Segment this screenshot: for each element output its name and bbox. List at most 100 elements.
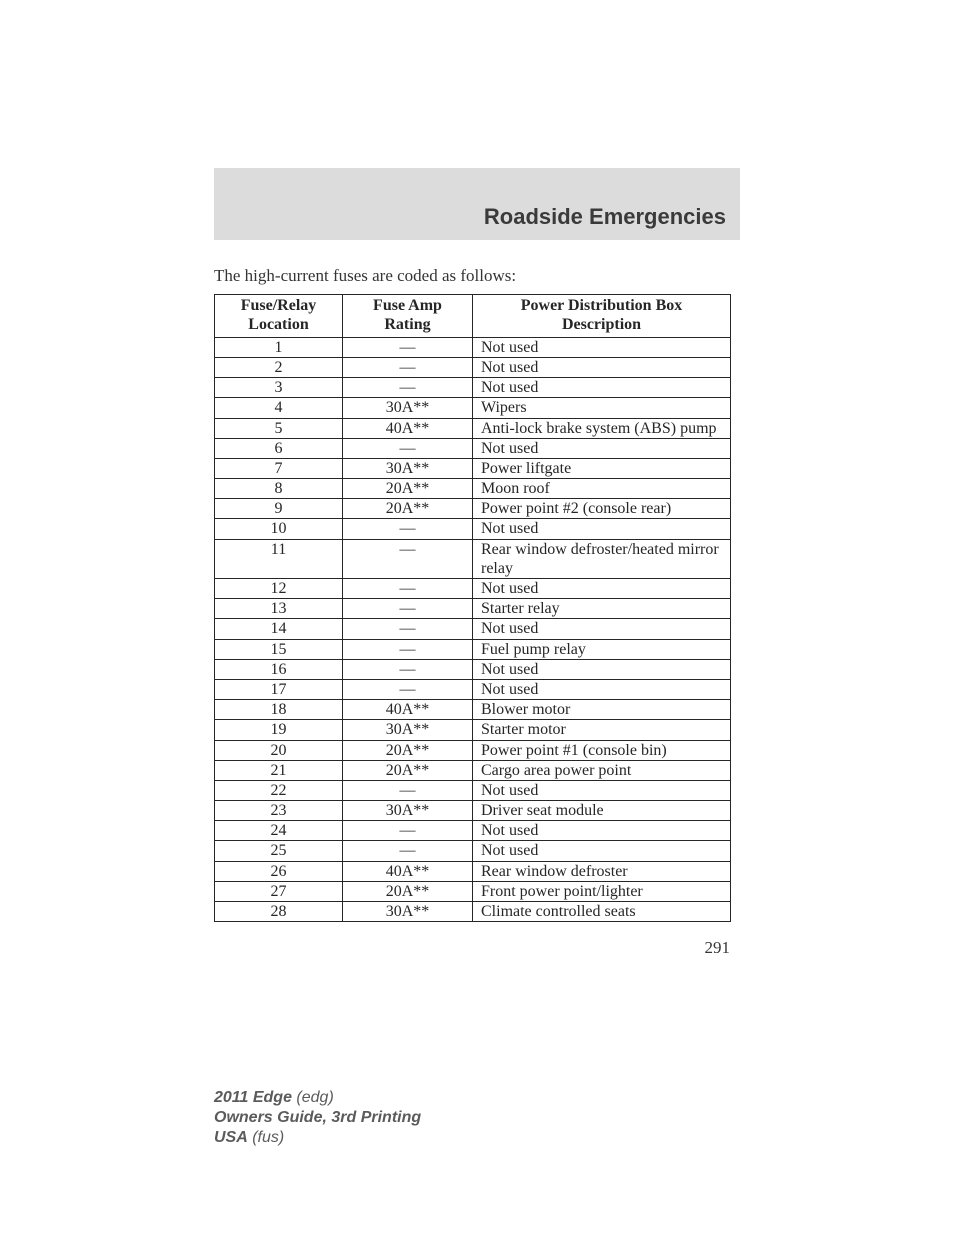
cell-amp-rating: —	[343, 599, 473, 619]
footer-block: 2011 Edge (edg) Owners Guide, 3rd Printi…	[214, 1088, 954, 1148]
cell-amp-rating: —	[343, 639, 473, 659]
col-header-amp-l2: Rating	[384, 316, 430, 333]
cell-description: Not used	[473, 337, 731, 357]
table-row: 1930A**Starter motor	[215, 720, 731, 740]
col-header-location-l1: Fuse/Relay	[241, 297, 317, 314]
footer-market-code: (fus)	[248, 1129, 284, 1146]
col-header-desc-l1: Power Distribution Box	[521, 297, 682, 314]
cell-location: 22	[215, 780, 343, 800]
cell-amp-rating: 30A**	[343, 801, 473, 821]
table-row: 2830A**Climate controlled seats	[215, 902, 731, 922]
section-header-band: Roadside Emergencies	[214, 168, 740, 240]
table-row: 2330A**Driver seat module	[215, 801, 731, 821]
cell-amp-rating: —	[343, 357, 473, 377]
cell-amp-rating: 20A**	[343, 760, 473, 780]
cell-location: 13	[215, 599, 343, 619]
table-row: 540A**Anti-lock brake system (ABS) pump	[215, 418, 731, 438]
footer-line-2: Owners Guide, 3rd Printing	[214, 1108, 954, 1128]
cell-description: Not used	[473, 679, 731, 699]
cell-description: Not used	[473, 659, 731, 679]
col-header-amp-l1: Fuse Amp	[373, 297, 442, 314]
cell-description: Starter relay	[473, 599, 731, 619]
table-row: 1840A**Blower motor	[215, 700, 731, 720]
table-row: 11—Rear window defroster/heated mirror r…	[215, 539, 731, 578]
cell-amp-rating: 20A**	[343, 881, 473, 901]
cell-description: Wipers	[473, 398, 731, 418]
cell-description: Power point #1 (console bin)	[473, 740, 731, 760]
footer-model-year: 2011 Edge	[214, 1089, 292, 1106]
cell-description: Not used	[473, 821, 731, 841]
cell-description: Front power point/lighter	[473, 881, 731, 901]
footer-guide-title: Owners Guide, 3rd Printing	[214, 1109, 421, 1126]
cell-location: 4	[215, 398, 343, 418]
cell-amp-rating: 40A**	[343, 861, 473, 881]
cell-amp-rating: —	[343, 519, 473, 539]
cell-location: 14	[215, 619, 343, 639]
cell-amp-rating: 20A**	[343, 479, 473, 499]
cell-location: 23	[215, 801, 343, 821]
table-row: 2640A**Rear window defroster	[215, 861, 731, 881]
cell-location: 1	[215, 337, 343, 357]
table-row: 10—Not used	[215, 519, 731, 539]
cell-location: 2	[215, 357, 343, 377]
table-row: 1—Not used	[215, 337, 731, 357]
cell-location: 26	[215, 861, 343, 881]
cell-location: 21	[215, 760, 343, 780]
cell-amp-rating: —	[343, 780, 473, 800]
cell-amp-rating: —	[343, 337, 473, 357]
table-row: 730A**Power liftgate	[215, 458, 731, 478]
cell-description: Not used	[473, 378, 731, 398]
cell-location: 18	[215, 700, 343, 720]
footer-model-code: (edg)	[292, 1089, 334, 1106]
cell-location: 16	[215, 659, 343, 679]
cell-location: 11	[215, 539, 343, 578]
cell-location: 7	[215, 458, 343, 478]
cell-description: Not used	[473, 519, 731, 539]
cell-description: Not used	[473, 841, 731, 861]
cell-description: Blower motor	[473, 700, 731, 720]
page-number: 291	[0, 938, 730, 958]
cell-location: 10	[215, 519, 343, 539]
cell-description: Rear window defroster/heated mirror rela…	[473, 539, 731, 578]
cell-description: Not used	[473, 357, 731, 377]
cell-description: Rear window defroster	[473, 861, 731, 881]
cell-description: Starter motor	[473, 720, 731, 740]
cell-description: Power liftgate	[473, 458, 731, 478]
cell-amp-rating: —	[343, 821, 473, 841]
cell-location: 6	[215, 438, 343, 458]
cell-location: 9	[215, 499, 343, 519]
table-row: 2720A**Front power point/lighter	[215, 881, 731, 901]
cell-location: 24	[215, 821, 343, 841]
cell-location: 8	[215, 479, 343, 499]
footer-line-3: USA (fus)	[214, 1128, 954, 1148]
footer-line-1: 2011 Edge (edg)	[214, 1088, 954, 1108]
table-row: 14—Not used	[215, 619, 731, 639]
cell-description: Not used	[473, 438, 731, 458]
cell-location: 25	[215, 841, 343, 861]
intro-text: The high-current fuses are coded as foll…	[214, 266, 954, 286]
col-header-location-l2: Location	[248, 316, 308, 333]
cell-location: 17	[215, 679, 343, 699]
cell-amp-rating: —	[343, 619, 473, 639]
cell-amp-rating: 30A**	[343, 398, 473, 418]
cell-location: 3	[215, 378, 343, 398]
table-row: 2—Not used	[215, 357, 731, 377]
col-header-desc-l2: Description	[562, 316, 641, 333]
cell-amp-rating: —	[343, 679, 473, 699]
table-row: 16—Not used	[215, 659, 731, 679]
cell-amp-rating: —	[343, 659, 473, 679]
col-header-location: Fuse/Relay Location	[215, 295, 343, 338]
cell-description: Anti-lock brake system (ABS) pump	[473, 418, 731, 438]
cell-description: Climate controlled seats	[473, 902, 731, 922]
cell-description: Cargo area power point	[473, 760, 731, 780]
cell-amp-rating: —	[343, 579, 473, 599]
cell-location: 19	[215, 720, 343, 740]
cell-amp-rating: —	[343, 378, 473, 398]
table-row: 2120A**Cargo area power point	[215, 760, 731, 780]
cell-amp-rating: —	[343, 438, 473, 458]
table-row: 820A**Moon roof	[215, 479, 731, 499]
cell-amp-rating: 20A**	[343, 740, 473, 760]
table-row: 430A**Wipers	[215, 398, 731, 418]
cell-description: Fuel pump relay	[473, 639, 731, 659]
table-row: 3—Not used	[215, 378, 731, 398]
